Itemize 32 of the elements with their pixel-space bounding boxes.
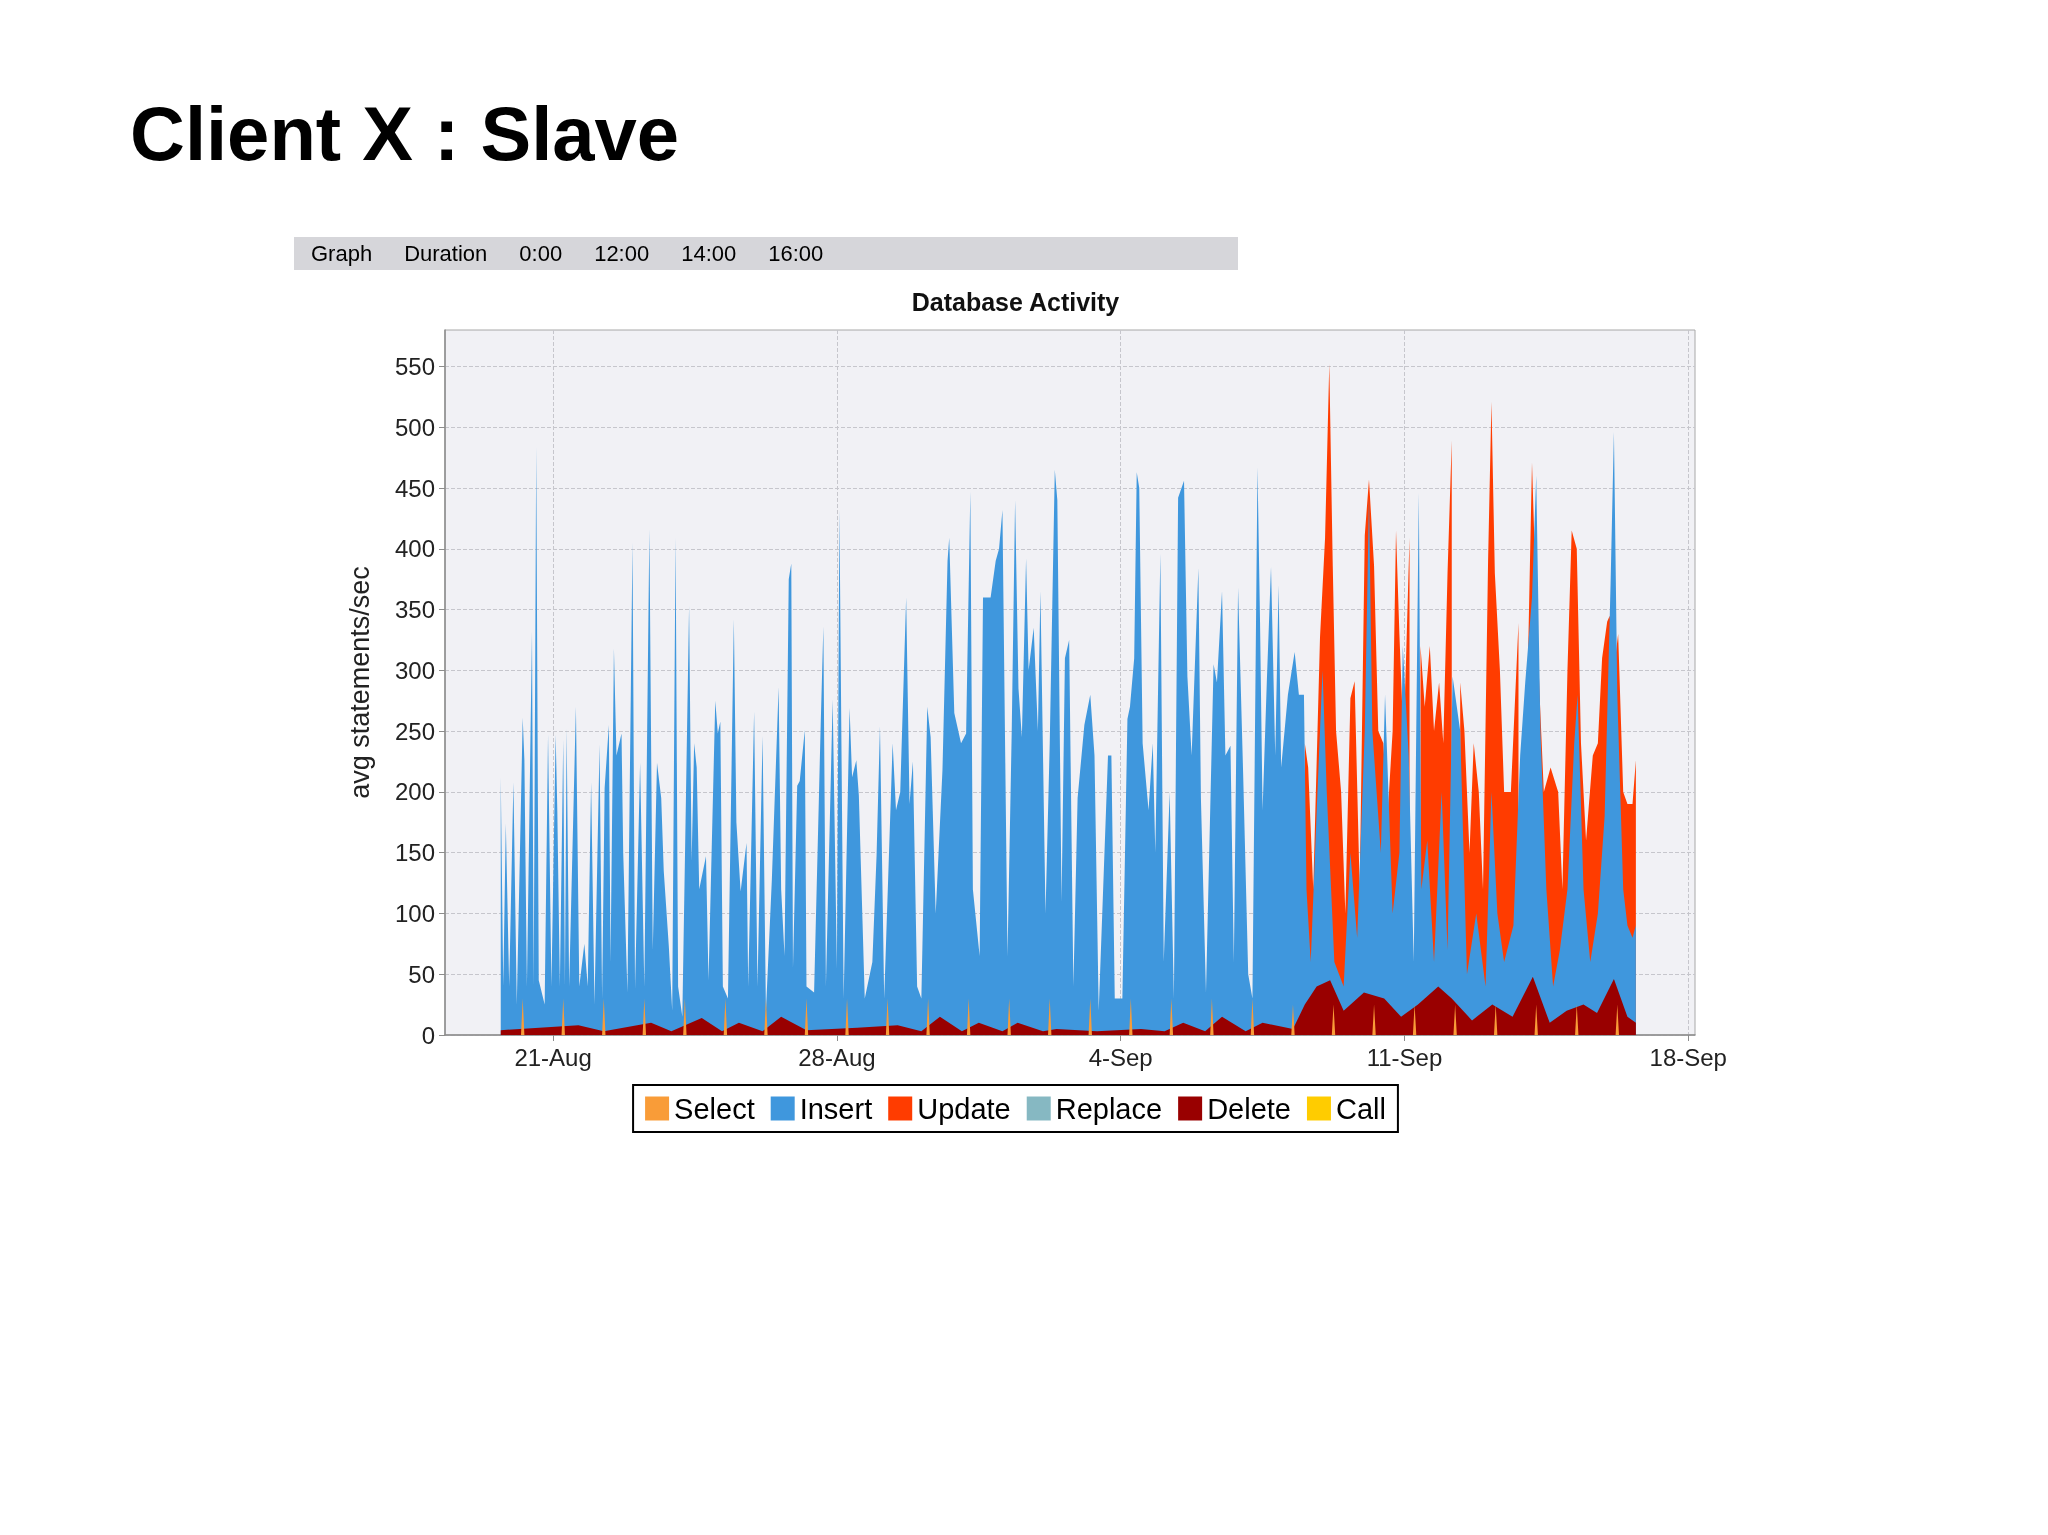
text: 16:00 xyxy=(768,240,824,266)
y-tick-label: 500 xyxy=(394,413,435,441)
text: 12:00 xyxy=(594,240,650,266)
y-tick-label: 50 xyxy=(408,960,435,988)
x-tick-label: 4-Sep xyxy=(1088,1043,1153,1071)
y-tick-label: 400 xyxy=(394,535,435,563)
x-tick-label: 28-Aug xyxy=(798,1043,876,1071)
legend-label: Call xyxy=(1335,1092,1386,1125)
text: Graph xyxy=(311,240,373,266)
y-tick-label: 0 xyxy=(421,1021,435,1049)
x-tick-label: 11-Sep xyxy=(1366,1043,1443,1071)
legend-label: Select xyxy=(674,1092,755,1125)
legend-label: Replace xyxy=(1055,1092,1163,1125)
y-tick-label: 550 xyxy=(394,352,435,380)
text: 0:00 xyxy=(519,240,563,266)
legend-label: Insert xyxy=(799,1092,873,1125)
y-tick-label: 100 xyxy=(394,899,435,927)
y-tick-label: 250 xyxy=(394,717,435,745)
x-tick-label: 21-Aug xyxy=(514,1043,592,1071)
chart-subtitle: Database Activity xyxy=(911,287,1120,316)
y-tick-label: 300 xyxy=(394,656,435,684)
y-axis-title: avg statements/sec xyxy=(344,566,375,799)
text: 14:00 xyxy=(681,240,737,266)
chart-title: Client X : Slave xyxy=(130,91,680,176)
legend-label: Delete xyxy=(1207,1092,1291,1125)
y-tick-label: 450 xyxy=(394,474,435,502)
legend-label: Update xyxy=(917,1092,1011,1125)
y-tick-label: 150 xyxy=(394,839,435,867)
text: Duration xyxy=(404,240,488,266)
y-tick-label: 200 xyxy=(394,778,435,806)
y-tick-label: 350 xyxy=(394,596,435,624)
x-tick-label: 18-Sep xyxy=(1649,1043,1727,1071)
